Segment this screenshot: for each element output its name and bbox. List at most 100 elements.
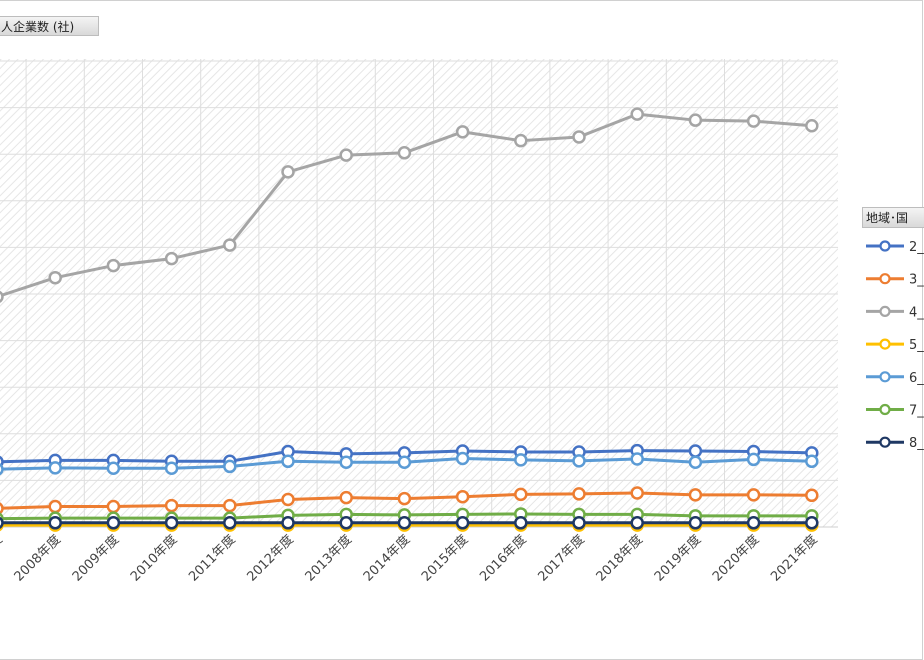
chart-title: 人企業数 (社) <box>0 16 99 36</box>
legend-item-6_[interactable]: 6_ <box>866 371 924 386</box>
data-point[interactable] <box>223 516 237 530</box>
data-point[interactable] <box>106 516 121 530</box>
data-point[interactable] <box>688 488 703 502</box>
series-layer <box>0 107 819 532</box>
data-point[interactable] <box>397 146 412 160</box>
legend-label: 2_ <box>909 240 924 255</box>
data-point[interactable] <box>0 516 4 529</box>
legend-swatch-marker <box>879 371 891 383</box>
data-point[interactable] <box>281 454 295 469</box>
data-point[interactable] <box>48 270 62 285</box>
data-point[interactable] <box>630 516 644 530</box>
x-tick-label: 2014年度 <box>360 532 413 585</box>
data-point[interactable] <box>397 455 412 469</box>
data-point[interactable] <box>164 516 179 530</box>
data-point[interactable] <box>514 516 528 530</box>
data-point[interactable] <box>48 516 62 530</box>
legend-label: 8_ <box>909 436 924 451</box>
data-point[interactable] <box>281 516 295 530</box>
x-axis-ticks: 2007年度 2008年度 2009年度 2010年度 2011年度 2012年度 2013… <box>0 532 821 585</box>
data-point[interactable] <box>339 516 353 530</box>
gridlines <box>0 59 838 528</box>
data-point[interactable] <box>688 455 703 469</box>
data-point[interactable] <box>746 488 761 502</box>
x-tick-label: 2015年度 <box>418 532 471 585</box>
data-point[interactable] <box>805 454 819 469</box>
data-point[interactable] <box>572 454 586 468</box>
x-tick-label: 2013年度 <box>302 532 355 585</box>
data-point[interactable] <box>164 251 179 266</box>
data-point[interactable] <box>223 459 237 474</box>
legend-item-3_[interactable]: 3_ <box>866 273 924 288</box>
data-point[interactable] <box>106 258 121 273</box>
data-point[interactable] <box>805 516 819 530</box>
data-point[interactable] <box>0 502 4 515</box>
data-point[interactable] <box>630 452 644 466</box>
legend-item-7_[interactable]: 7_ <box>866 404 924 419</box>
data-point[interactable] <box>746 452 761 467</box>
legend-label: 7_ <box>909 404 924 419</box>
data-point[interactable] <box>572 487 586 501</box>
series-3_ <box>0 486 819 515</box>
legend-item-5_[interactable]: 5_ <box>866 338 924 353</box>
legend-swatch-marker <box>879 403 891 416</box>
data-point[interactable] <box>688 516 703 530</box>
x-tick-label: 2021年度 <box>768 532 821 585</box>
data-point[interactable] <box>339 455 353 469</box>
x-tick-label: 2018年度 <box>593 532 646 585</box>
data-point[interactable] <box>397 491 412 506</box>
x-tick-label: 2017年度 <box>535 532 588 585</box>
x-tick-label: 2008年度 <box>11 532 64 585</box>
series-8_ <box>0 516 819 530</box>
data-point[interactable] <box>805 488 819 503</box>
data-point[interactable] <box>455 451 470 466</box>
data-point[interactable] <box>630 107 644 121</box>
series-4_ <box>0 107 819 303</box>
data-point[interactable] <box>514 487 528 502</box>
data-point[interactable] <box>339 490 353 505</box>
data-point[interactable] <box>397 516 412 530</box>
data-point[interactable] <box>164 461 179 476</box>
data-point[interactable] <box>281 165 295 179</box>
legend-swatch-marker <box>879 436 891 448</box>
legend-swatch-marker <box>879 305 891 317</box>
data-point[interactable] <box>688 444 703 458</box>
data-point[interactable] <box>688 113 703 127</box>
legend-item-4_[interactable]: 4_ <box>866 305 924 320</box>
legend-title: 地域･国 <box>862 207 924 228</box>
data-point[interactable] <box>223 498 237 513</box>
data-point[interactable] <box>48 461 62 475</box>
data-point[interactable] <box>48 499 62 514</box>
legend: 2_ 3_ 4_ 5_ 6_ 7_ 8_ <box>866 240 924 451</box>
x-tick-label: 2007年度 <box>0 532 6 585</box>
data-point[interactable] <box>455 125 470 139</box>
data-point[interactable] <box>514 133 528 148</box>
series-6_ <box>0 451 819 476</box>
data-point[interactable] <box>0 290 4 303</box>
data-point[interactable] <box>0 463 4 476</box>
x-tick-label: 2016年度 <box>477 532 530 585</box>
plot-area <box>0 59 838 527</box>
legend-label: 4_ <box>909 305 924 320</box>
data-point[interactable] <box>572 130 586 144</box>
data-point[interactable] <box>106 499 121 514</box>
legend-item-8_[interactable]: 8_ <box>866 436 924 451</box>
legend-item-2_[interactable]: 2_ <box>866 240 924 255</box>
data-point[interactable] <box>164 498 179 513</box>
data-point[interactable] <box>339 148 353 162</box>
data-point[interactable] <box>572 516 586 530</box>
data-point[interactable] <box>630 486 644 500</box>
data-point[interactable] <box>106 461 121 476</box>
data-point[interactable] <box>746 516 761 530</box>
legend-swatch-marker <box>879 240 891 252</box>
data-point[interactable] <box>223 238 237 252</box>
legend-label: 3_ <box>909 273 924 288</box>
data-point[interactable] <box>455 489 470 504</box>
data-point[interactable] <box>805 119 819 133</box>
x-tick-label: 2010年度 <box>127 532 180 585</box>
data-point[interactable] <box>746 114 761 128</box>
data-point[interactable] <box>281 492 295 507</box>
data-point[interactable] <box>455 516 470 530</box>
data-point[interactable] <box>514 453 528 467</box>
